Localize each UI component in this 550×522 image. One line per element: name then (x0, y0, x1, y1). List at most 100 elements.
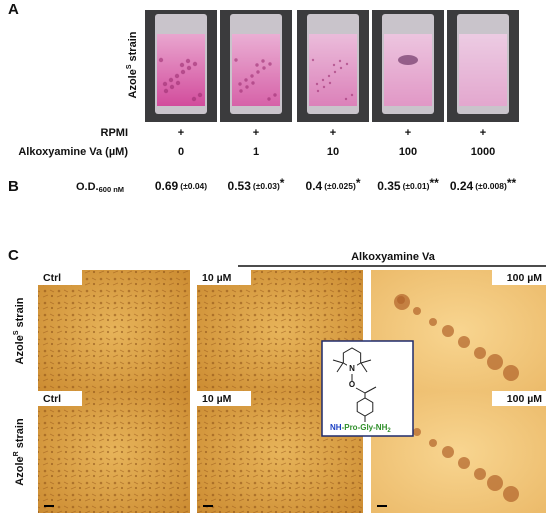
row-label-tail: strain (14, 418, 26, 448)
cell-clump (487, 475, 503, 491)
sediment (163, 88, 169, 94)
sediment (350, 93, 354, 97)
peptide: -Pro-Gly-NH (342, 423, 388, 432)
methyl-bond (360, 362, 368, 373)
cell-clump (474, 347, 486, 359)
image-tag-background (38, 391, 82, 406)
row-label-main: Azole (14, 335, 26, 364)
rpmi-mark: + (405, 127, 411, 139)
cell-clump (487, 354, 503, 370)
row-label: AzoleSstrain (126, 31, 139, 98)
od-sd: (±0.025) (324, 181, 356, 191)
image-tag-background (38, 270, 82, 285)
sediment (197, 92, 203, 98)
image-tag-background (197, 270, 251, 285)
rpmi-mark: + (178, 127, 184, 139)
micrograph-texture (38, 391, 190, 513)
cell-clump (413, 307, 421, 315)
significance: ** (429, 176, 439, 190)
od-sd: (±0.03) (253, 181, 280, 191)
sediment (256, 70, 260, 74)
sediment (316, 89, 320, 93)
row-label-sup: R (13, 451, 20, 456)
measurement: 0.53 (±0.03)* (228, 176, 285, 193)
row-label-main: Azole (14, 456, 26, 485)
sediment (180, 69, 186, 75)
image-tag: 10 µM (202, 272, 232, 284)
bond (364, 386, 377, 394)
concentration: 100 (399, 146, 417, 158)
cell-clump (458, 457, 470, 469)
od-value: 0.4 (306, 179, 323, 193)
concentration: 10 (327, 146, 339, 158)
sediment (185, 58, 191, 64)
panel-label: C (8, 247, 19, 264)
od-value: 0.69 (155, 179, 179, 193)
sediment (234, 58, 238, 62)
concentration: 1 (253, 146, 259, 158)
od-sd: (±0.04) (180, 181, 207, 191)
row-label: AzoleRstrain (13, 418, 26, 486)
sediment (333, 70, 337, 74)
image-tag-background (492, 270, 546, 285)
od-value: 0.24 (450, 179, 474, 193)
sediment (261, 59, 265, 63)
sediment (192, 61, 198, 67)
micrograph-texture (38, 270, 190, 392)
sediment (174, 73, 180, 79)
cell-clump (429, 318, 437, 326)
bond (355, 387, 366, 394)
cell-clump (503, 486, 519, 502)
sediment (267, 97, 271, 101)
od-sd: (±0.01) (403, 181, 430, 191)
sediment (251, 81, 255, 85)
sediment (162, 81, 168, 87)
sediment (311, 58, 315, 62)
rpmi-label: RPMI (101, 127, 129, 139)
sediment (255, 63, 259, 67)
methyl-bond (360, 359, 372, 364)
sediment (321, 78, 325, 82)
sediment (322, 85, 326, 89)
peptide-subscript: 2 (387, 428, 391, 434)
od-label-sub: 600 nM (99, 185, 124, 194)
sediment (191, 96, 197, 102)
measurement: 0.4 (±0.025)* (306, 176, 361, 193)
rpmi-mark: + (330, 127, 336, 139)
cell-clump (474, 468, 486, 480)
sediment (169, 84, 175, 90)
od-sd: (±0.008) (475, 181, 507, 191)
image-tag: 100 µM (507, 393, 542, 405)
methyl-bond (336, 362, 344, 373)
od-value: 0.35 (377, 179, 401, 193)
row-label-tail: strain (127, 31, 139, 61)
sediment (268, 62, 272, 66)
sediment (245, 85, 249, 89)
sediment (179, 62, 185, 68)
cell-clump (503, 365, 519, 381)
measurement: 0.69 (±0.04) (155, 179, 207, 193)
panel-header: Alkoxyamine Va (351, 251, 436, 263)
od-label-main: O.D. (76, 181, 99, 193)
pellet (398, 55, 418, 65)
cuvette-liquid (232, 34, 280, 106)
row-label-sup: S (126, 64, 133, 69)
cuvette-liquid (309, 34, 357, 106)
methyl-bond (332, 359, 344, 364)
sediment (345, 62, 349, 66)
sediment (339, 66, 343, 70)
rpmi-mark: + (253, 127, 259, 139)
cuvette-haze (459, 34, 507, 106)
image-tag: Ctrl (43, 272, 61, 284)
measurement: 0.35 (±0.01)** (377, 176, 439, 193)
sediment (262, 66, 266, 70)
concentration: 1000 (471, 146, 495, 158)
panel-label: B (8, 178, 19, 195)
sediment (327, 74, 331, 78)
cell-clump (394, 294, 410, 310)
significance: * (280, 176, 285, 190)
significance: * (356, 176, 361, 190)
cell-clump (442, 325, 454, 337)
